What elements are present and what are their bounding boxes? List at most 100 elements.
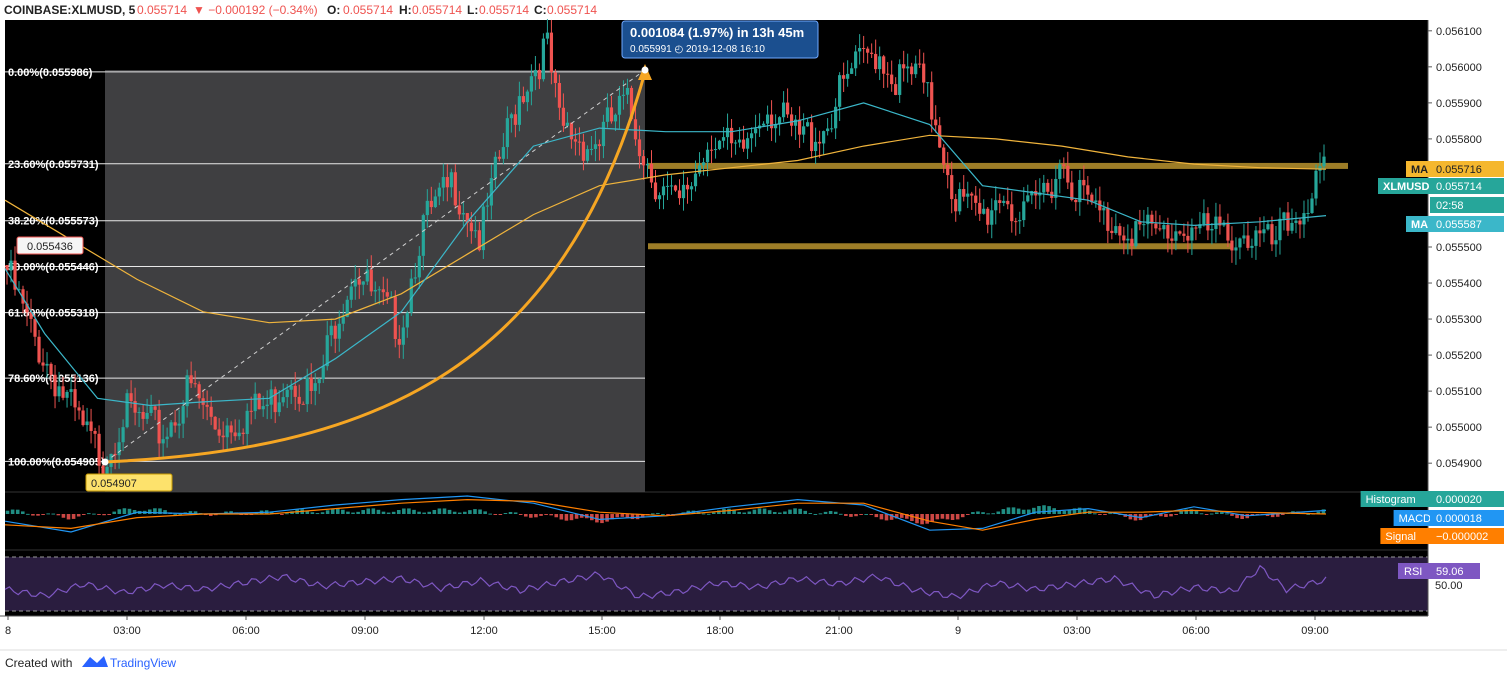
candle — [473, 215, 477, 238]
histogram-bar — [600, 514, 604, 524]
start-price-text: 0.055436 — [27, 241, 73, 253]
candle — [189, 361, 193, 388]
histogram-bar — [46, 513, 50, 515]
histogram-bar — [945, 514, 950, 520]
macd-value-label: Signal −0.000002 — [1380, 528, 1504, 544]
time-axis[interactable] — [0, 616, 1507, 640]
candle — [529, 64, 533, 106]
x-tick-label: 09:00 — [351, 625, 379, 637]
histogram-bar — [650, 513, 655, 515]
histogram-bar — [1270, 514, 1275, 518]
candle — [49, 362, 53, 390]
histogram-bar — [854, 514, 858, 517]
histogram-bar — [315, 513, 320, 515]
histogram-bar — [518, 514, 523, 515]
candle — [1246, 221, 1250, 251]
histogram-bar — [905, 514, 909, 519]
candle — [1194, 224, 1198, 241]
candle — [425, 189, 429, 228]
candle — [77, 400, 81, 420]
candle — [329, 318, 333, 347]
candle — [273, 386, 277, 424]
candle — [1170, 224, 1174, 255]
candle — [854, 45, 858, 77]
candle — [317, 378, 321, 394]
candle — [1234, 237, 1238, 265]
histogram-bar — [1265, 514, 1270, 517]
histogram-bar — [391, 511, 396, 514]
candle — [970, 191, 974, 210]
histogram-bar — [376, 509, 381, 514]
candle — [1186, 221, 1190, 253]
candle — [946, 152, 950, 189]
candle — [525, 89, 529, 112]
fib-level-label: 0.00%(0.055986) — [8, 67, 93, 79]
histogram-bar — [503, 513, 508, 515]
candle — [685, 177, 690, 204]
histogram-bar — [463, 511, 467, 514]
histogram-bar — [701, 513, 706, 515]
histogram-bar — [5, 510, 10, 514]
histogram-bar — [97, 514, 101, 515]
candle — [69, 377, 73, 406]
histogram-bar — [36, 514, 40, 516]
histogram-bar — [381, 511, 386, 514]
histogram-bar — [1204, 514, 1209, 515]
candle — [1078, 170, 1082, 216]
histogram-bar — [386, 512, 391, 514]
low-point-marker — [101, 458, 109, 466]
histogram-bar — [452, 511, 457, 514]
histogram-bar — [1321, 509, 1326, 514]
candle — [866, 46, 870, 64]
candle — [505, 106, 509, 159]
candle — [281, 383, 285, 407]
candle — [521, 86, 525, 104]
histogram-bar — [529, 514, 533, 518]
candle — [501, 133, 505, 165]
candle — [577, 127, 582, 156]
x-tick-label: 06:00 — [232, 625, 260, 637]
candle — [1310, 192, 1314, 214]
candle — [241, 428, 245, 445]
low-price-text: 0.054907 — [91, 478, 137, 490]
candle — [417, 246, 421, 289]
candle — [613, 113, 618, 131]
close-label: C: — [534, 3, 547, 17]
open-value: 0.055714 — [343, 3, 393, 17]
candle — [910, 62, 914, 85]
fib-level-label: 61.80%(0.055318) — [8, 308, 99, 320]
fib-level-label: 50.00%(0.055446) — [8, 261, 99, 273]
histogram-bar — [498, 514, 503, 515]
candle — [1182, 223, 1186, 243]
candle — [437, 182, 441, 206]
histogram-bar — [1082, 508, 1087, 514]
histogram-bar — [1006, 507, 1011, 514]
candle — [693, 160, 698, 192]
histogram-bar — [1072, 508, 1077, 514]
candle — [721, 126, 726, 148]
x-tick-label: 21:00 — [825, 625, 853, 637]
histogram-bar — [366, 508, 371, 514]
histogram-bar — [346, 511, 350, 514]
histogram-bar — [508, 511, 513, 514]
candle — [45, 352, 49, 378]
histogram-bar — [178, 513, 183, 515]
candle — [958, 182, 962, 215]
candle — [665, 171, 670, 201]
candle — [1202, 199, 1206, 227]
candle — [81, 405, 85, 427]
footer-brand[interactable]: TradingView — [110, 656, 176, 670]
macd-pane[interactable] — [5, 492, 1428, 550]
histogram-bar — [711, 512, 716, 514]
candle — [729, 119, 734, 158]
svg-text:59.06: 59.06 — [1436, 566, 1464, 578]
candle — [1010, 191, 1014, 233]
candle — [137, 407, 141, 428]
histogram-bar — [1169, 514, 1173, 517]
candle — [1070, 170, 1074, 202]
histogram-bar — [402, 508, 406, 514]
candle — [858, 34, 862, 65]
histogram-bar — [569, 514, 574, 521]
candle — [1322, 144, 1326, 181]
